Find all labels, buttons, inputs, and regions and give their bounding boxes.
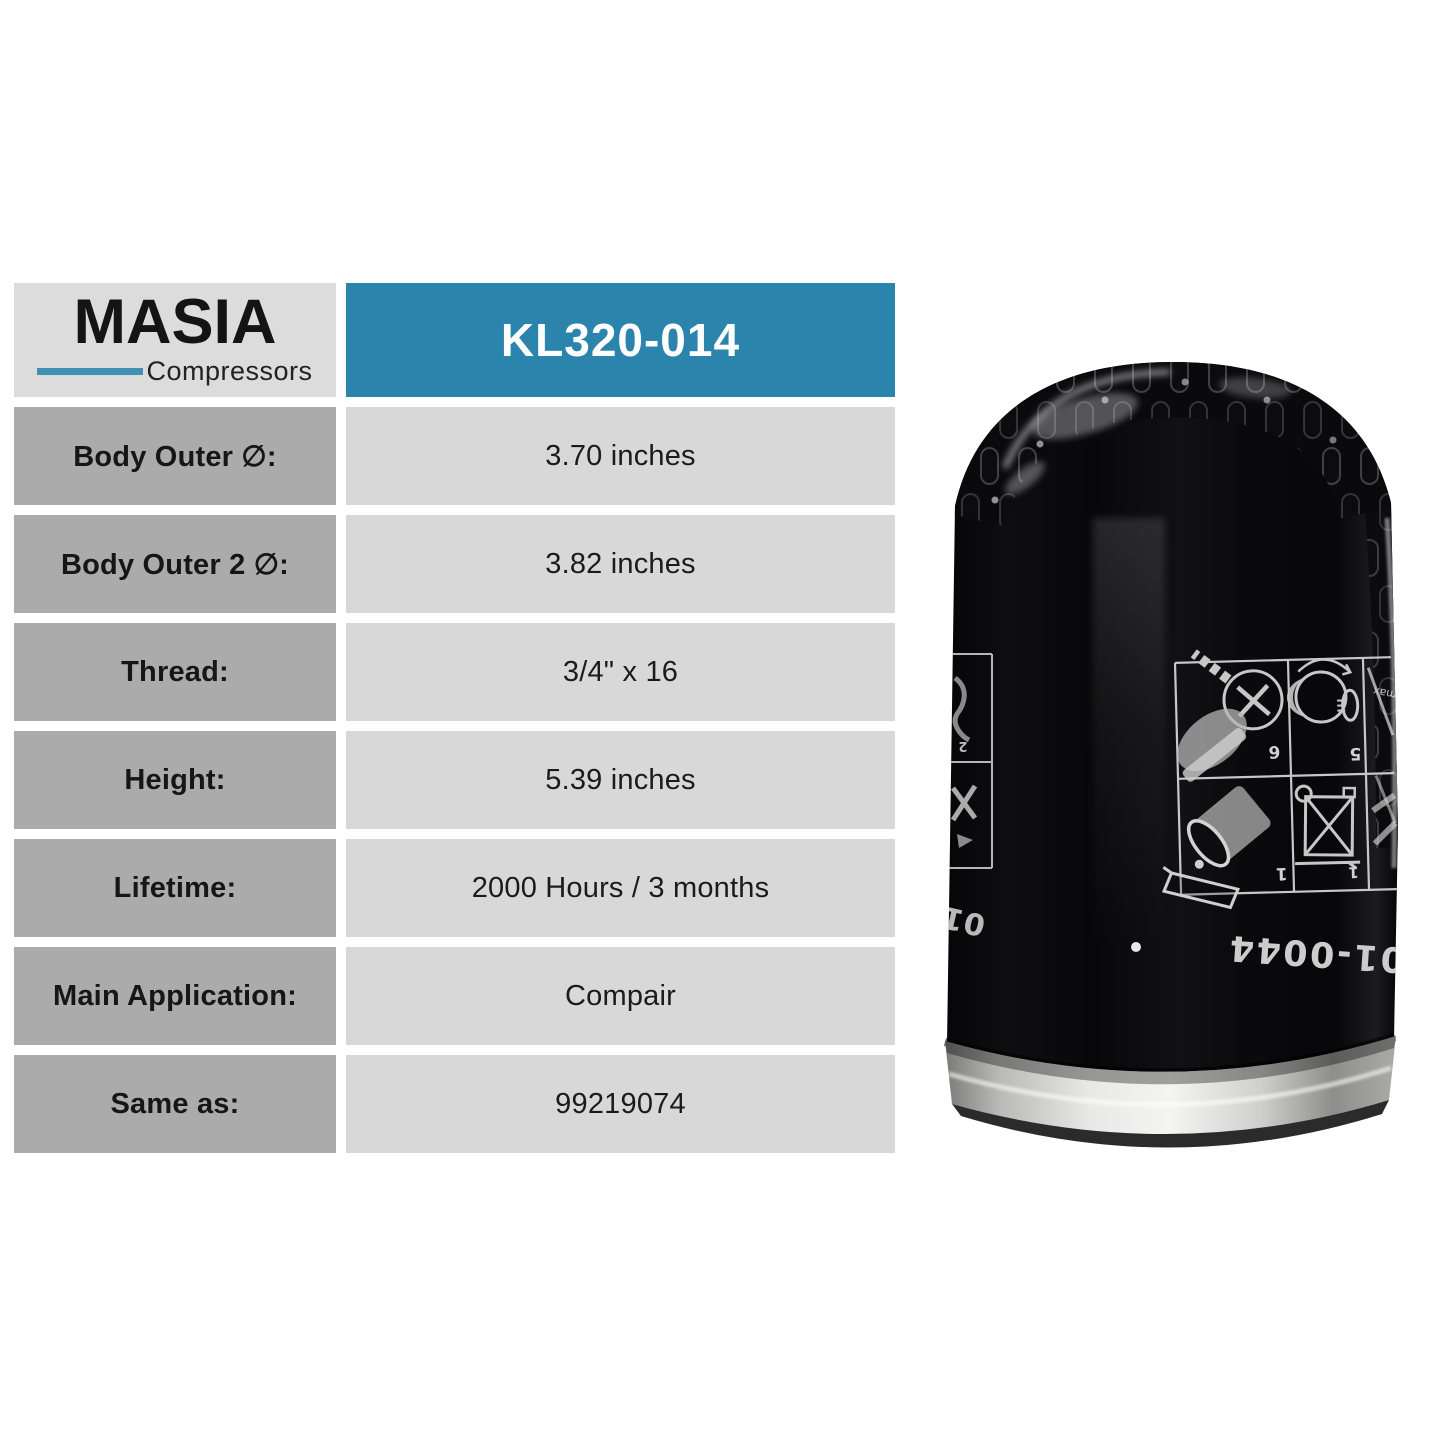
- spec-label-height: Height:: [14, 731, 336, 829]
- paint-dot: [1131, 942, 1141, 952]
- spec-label-body-outer-2: Body Outer 2 ∅:: [14, 515, 336, 613]
- part-number-header: KL320-014: [346, 283, 895, 397]
- pictogram-hand-partial: [1371, 792, 1398, 846]
- instruction-pictogram-panel: 6 5 1 1 max: [1161, 649, 1398, 910]
- metal-base-rim: [945, 1036, 1396, 1148]
- spec-label-body-outer: Body Outer ∅:: [14, 407, 336, 505]
- product-photo-oil-filter: 6 5 1 1 max 2 01-0044 01-00: [943, 362, 1398, 1148]
- panel-step-6: 6: [1268, 741, 1280, 761]
- side-panel-step-2: 2: [958, 738, 967, 753]
- brand-logo: MASIA Compressors: [14, 283, 336, 397]
- spec-value-lifetime: 2000 Hours / 3 months: [346, 839, 895, 937]
- spec-table: MASIA Compressors KL320-014 Body Outer ∅…: [14, 283, 895, 1153]
- pictogram-pour: [1161, 786, 1271, 910]
- spec-label-main-application: Main Application:: [14, 947, 336, 1045]
- spec-value-same-as: 99219074: [346, 1055, 895, 1153]
- specular-highlights: [991, 369, 1398, 948]
- panel-step-1-bin: 1: [1348, 863, 1359, 881]
- logo-underline: [37, 367, 144, 375]
- brand-name: MASIA: [73, 287, 277, 358]
- pictogram-magnifier: [1177, 649, 1284, 782]
- panel-step-5: 5: [1349, 743, 1361, 763]
- spec-label-thread: Thread:: [14, 623, 336, 721]
- pictogram-no-trash: [1294, 784, 1361, 870]
- filter-body: [947, 362, 1398, 1072]
- spec-value-body-outer: 3.70 inches: [346, 407, 895, 505]
- pictogram-seal: [1286, 658, 1360, 724]
- spec-label-same-as: Same as:: [14, 1055, 336, 1153]
- spec-label-lifetime: Lifetime:: [14, 839, 336, 937]
- brand-tagline-row: Compressors: [37, 356, 312, 387]
- spec-value-thread: 3/4" x 16: [346, 623, 895, 721]
- panel-max-label: max: [1371, 684, 1398, 702]
- spec-value-main-application: Compair: [346, 947, 895, 1045]
- panel-step-1-pour: 1: [1275, 863, 1287, 883]
- side-pictogram-panel-partial: 2: [947, 653, 993, 869]
- spec-value-body-outer-2: 3.82 inches: [346, 515, 895, 613]
- spec-value-height: 5.39 inches: [346, 731, 895, 829]
- brand-tagline: Compressors: [146, 355, 313, 386]
